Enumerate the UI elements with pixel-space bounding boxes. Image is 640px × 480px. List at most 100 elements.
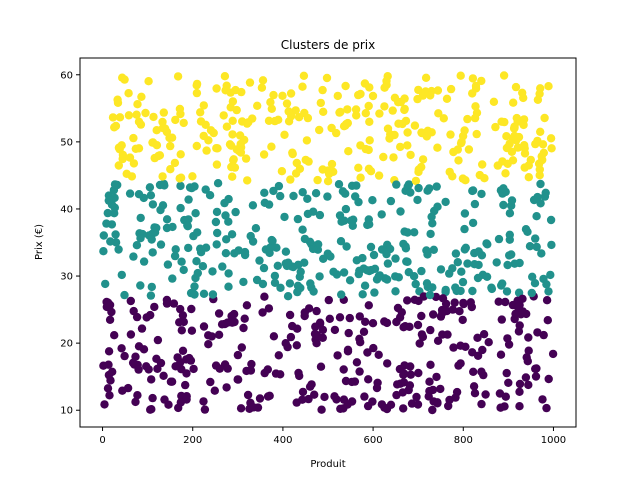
scatter-point [417,311,426,321]
scatter-point [127,172,137,181]
scatter-point [129,133,138,143]
scatter-point [536,179,545,189]
scatter-point [463,259,472,268]
scatter-point [479,330,489,339]
scatter-point [293,214,303,224]
scatter-point [272,243,281,252]
scatter-point [156,358,166,368]
scatter-point [433,143,442,152]
scatter-point [114,161,124,170]
scatter-point [192,141,201,151]
scatter-point [394,273,403,282]
scatter-point [520,144,529,153]
scatter-point [189,364,198,374]
scatter-point [502,368,511,378]
y-tick-label: 30 [60,272,73,283]
scatter-point [352,181,361,190]
scatter-point [179,265,188,275]
scatter-point [201,243,211,252]
scatter-point [252,275,262,285]
scatter-point [183,222,192,231]
scatter-point [117,344,126,353]
scatter-point [175,318,184,327]
scatter-point [511,82,521,92]
scatter-point [133,391,142,400]
scatter-point [514,132,524,142]
scatter-point [548,349,558,359]
scatter-point [212,84,221,93]
scatter-point [222,122,232,131]
scatter-point [232,105,241,115]
scatter-point [305,237,315,246]
scatter-point [473,333,482,342]
scatter-point [379,152,388,162]
scatter-point [202,146,211,155]
scatter-point [285,310,295,320]
scatter-point [318,165,327,174]
scatter-point [267,104,276,114]
scatter-point [193,268,202,278]
scatter-point [518,307,527,316]
scatter-point [105,315,115,324]
scatter-point [266,98,275,107]
scatter-point [336,237,346,246]
scatter-point [492,258,501,267]
scatter-point [316,98,325,108]
y-tick-label: 40 [60,204,73,215]
scatter-point [410,295,419,304]
scatter-point [414,85,423,95]
scatter-point [438,308,447,318]
scatter-point [288,149,297,159]
scatter-point [134,365,143,374]
scatter-point [126,296,135,306]
scatter-point [515,402,524,411]
scatter-point [386,400,396,409]
scatter-point [134,117,144,126]
scatter-point [99,231,109,240]
scatter-point [166,165,175,174]
scatter-point [298,188,307,197]
scatter-point [477,76,486,86]
scatter-point [223,364,232,373]
scatter-point [170,251,180,261]
scatter-point [542,403,551,413]
scatter-point [234,246,243,255]
scatter-point [452,286,461,296]
scatter-point [300,258,309,267]
plot-frame [79,57,577,428]
scatter-point [182,369,191,378]
scatter-point [374,272,383,281]
scatter-point [356,338,365,347]
scatter-point [428,219,437,228]
scatter-point [345,313,354,323]
x-tick-label: 600 [364,435,383,446]
scatter-point [281,339,290,348]
scatter-point [499,200,508,210]
scatter-point [229,309,239,319]
scatter-point [199,289,209,298]
scatter-point [280,130,289,139]
scatter-point [482,272,492,281]
chart-title: Clusters de prix [281,38,375,52]
scatter-point [542,296,552,305]
scatter-point [147,375,156,384]
scatter-point [286,89,296,98]
scatter-point [293,287,302,297]
scatter-point [237,87,246,97]
scatter-point [215,364,224,373]
scatter-point [310,329,320,338]
scatter-point [176,181,185,191]
scatter-point [214,309,224,318]
scatter-point [191,209,200,218]
scatter-point [147,282,156,292]
scatter-point [134,144,144,153]
scatter-point [370,288,379,297]
scatter-point [315,125,324,135]
scatter-point [450,298,459,307]
scatter-point [413,400,423,409]
scatter-point [295,272,304,281]
scatter-point [240,135,249,145]
scatter-point [192,257,201,266]
scatter-point [368,319,378,328]
scatter-point [529,195,539,205]
